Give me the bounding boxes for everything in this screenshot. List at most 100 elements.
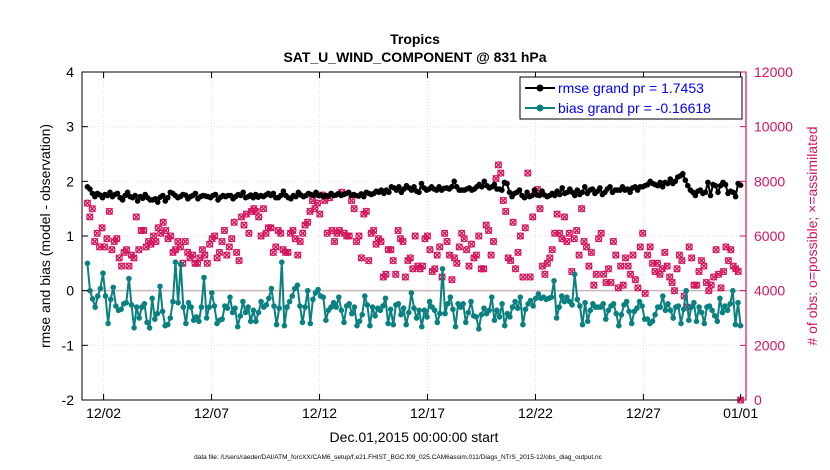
obs-possible-point	[646, 243, 654, 251]
obs-possible-point	[653, 259, 662, 267]
obs-possible-point	[382, 270, 390, 278]
y2-tick-label: 4000	[754, 283, 785, 299]
data-point	[672, 178, 679, 185]
obs-assimilated-point	[350, 205, 358, 213]
obs-assimilated-point	[700, 262, 708, 270]
obs-assimilated-point	[487, 251, 495, 259]
obs-assimilated-point	[536, 205, 544, 213]
data-point	[491, 317, 498, 324]
obs-possible-point	[734, 267, 742, 276]
obs-possible-point	[122, 246, 131, 254]
obs-possible-point	[695, 267, 703, 276]
data-point	[476, 326, 482, 332]
data-point	[675, 303, 682, 309]
obs-assimilated-point	[142, 243, 150, 251]
obs-possible-point	[365, 256, 373, 265]
obs-possible-point	[609, 237, 618, 246]
obs-assimilated-point	[607, 278, 615, 287]
data-point	[442, 310, 448, 317]
data-point	[367, 322, 373, 329]
obs-possible-point	[117, 262, 126, 270]
obs-possible-point	[724, 256, 733, 265]
obs-possible-point	[218, 237, 226, 246]
data-point	[627, 189, 633, 196]
data-point	[278, 192, 284, 199]
data-point	[662, 307, 669, 314]
obs-assimilated-point	[631, 276, 640, 284]
y-tick-label: 0	[66, 283, 74, 299]
data-point	[499, 187, 505, 193]
footnote: data file: /Users/raeder/DAI/ATM_forcXX/…	[194, 454, 603, 461]
data-point	[691, 299, 697, 306]
data-point	[507, 314, 513, 320]
data-point	[421, 307, 428, 314]
obs-assimilated-point	[546, 254, 554, 262]
data-point	[574, 187, 581, 193]
data-point	[494, 307, 500, 314]
data-point	[692, 192, 699, 199]
data-point	[506, 189, 513, 196]
data-point	[730, 189, 736, 196]
data-point	[356, 318, 363, 325]
obs-possible-point	[717, 284, 725, 292]
data-point	[302, 304, 308, 310]
obs-possible-point	[93, 229, 101, 237]
obs-assimilated-point	[443, 237, 451, 246]
obs-assimilated-point	[255, 213, 263, 221]
data-point	[491, 181, 498, 188]
data-point	[657, 179, 663, 186]
data-point	[732, 321, 739, 328]
data-point	[444, 301, 451, 307]
obs-assimilated-point	[710, 273, 718, 281]
obs-possible-point	[357, 254, 366, 262]
obs-assimilated-point	[663, 262, 671, 270]
obs-possible-point	[573, 226, 581, 235]
y2-tick-label: 0	[754, 392, 762, 408]
obs-assimilated-point	[592, 270, 600, 278]
obs-assimilated-point	[661, 248, 669, 257]
data-point	[437, 310, 443, 317]
obs-possible-point	[636, 243, 644, 251]
data-point	[395, 301, 402, 307]
y-tick-label: 1	[66, 228, 74, 244]
obs-possible-point	[88, 205, 96, 213]
obs-possible-point	[401, 273, 410, 281]
obs-assimilated-point	[529, 213, 537, 221]
legend-bias-label: bias grand pr = -0.16618	[558, 100, 711, 116]
data-point	[496, 314, 503, 320]
obs-assimilated-point	[198, 246, 207, 254]
obs-assimilated-point	[135, 246, 143, 254]
data-point	[465, 309, 472, 316]
obs-possible-point	[235, 256, 243, 265]
data-point	[299, 319, 306, 326]
data-point	[273, 321, 280, 328]
obs-possible-point	[203, 259, 211, 267]
obs-possible-point	[529, 213, 537, 221]
data-point	[198, 304, 205, 310]
obs-assimilated-point	[714, 270, 723, 278]
data-point	[715, 189, 721, 196]
data-point	[722, 181, 729, 188]
obs-assimilated-point	[174, 237, 182, 246]
obs-assimilated-point	[369, 226, 378, 235]
x-tick-label: 12/17	[410, 405, 445, 421]
obs-assimilated-point	[619, 281, 627, 289]
data-point	[403, 321, 410, 328]
obs-possible-point	[629, 251, 637, 259]
data-point	[196, 318, 202, 325]
obs-possible-point	[487, 251, 495, 259]
obs-possible-point	[670, 287, 679, 295]
data-point	[657, 304, 663, 310]
obs-possible-point	[369, 226, 378, 235]
data-point	[533, 295, 539, 302]
data-point	[411, 305, 417, 312]
obs-assimilated-point	[448, 276, 456, 284]
obs-assimilated-point	[308, 196, 317, 205]
data-point	[411, 184, 417, 190]
data-point	[188, 304, 194, 310]
data-point	[451, 178, 458, 185]
data-point	[600, 301, 606, 307]
obs-assimilated-point	[617, 262, 625, 270]
data-point	[664, 180, 671, 187]
